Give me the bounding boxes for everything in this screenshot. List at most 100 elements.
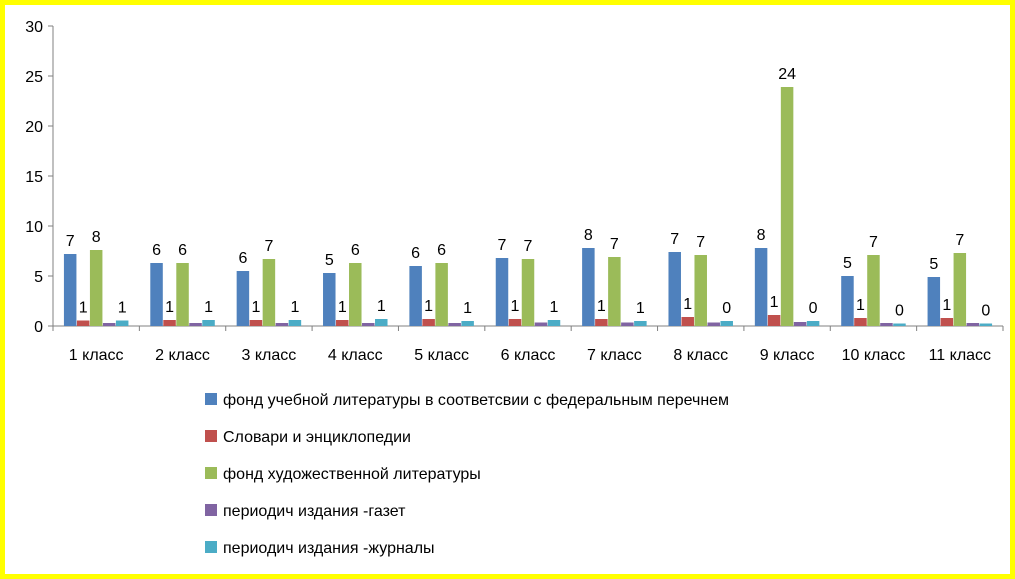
bar-3-8 xyxy=(793,322,807,326)
bar-2-3 xyxy=(349,263,362,326)
bar-4-7 xyxy=(720,321,733,326)
y-tick-label: 0 xyxy=(34,319,43,336)
bar-3-7 xyxy=(707,322,720,326)
data-label: 6 xyxy=(411,245,420,262)
bar-0-8 xyxy=(754,248,768,326)
bar-0-7 xyxy=(668,252,681,326)
data-label: 6 xyxy=(437,242,446,259)
bar-3-1 xyxy=(189,323,202,326)
legend-swatch xyxy=(205,430,217,442)
bar-0-9 xyxy=(841,276,854,326)
data-label: 1 xyxy=(550,299,559,316)
data-label: 1 xyxy=(165,299,174,316)
data-label: 24 xyxy=(778,66,796,83)
x-tick-label: 4 класс xyxy=(328,347,383,364)
bar-1-1 xyxy=(163,320,176,326)
legend-label: фонд учебной литературы в соответсвии с … xyxy=(223,392,729,409)
bar-1-7 xyxy=(681,317,694,326)
data-label: 6 xyxy=(152,242,161,259)
data-label: 1 xyxy=(942,297,951,314)
bar-2-8 xyxy=(780,87,794,326)
data-label: 7 xyxy=(498,237,507,254)
data-label: 7 xyxy=(696,234,705,251)
bar-4-0 xyxy=(115,320,129,326)
data-label: 5 xyxy=(843,255,852,272)
bar-0-10 xyxy=(927,277,941,326)
data-label: 8 xyxy=(584,227,593,244)
x-tick-label: 6 класс xyxy=(501,347,556,364)
data-label: 7 xyxy=(955,232,964,249)
data-label: 1 xyxy=(290,299,299,316)
bar-0-2 xyxy=(236,271,250,326)
data-label: 7 xyxy=(524,238,533,255)
x-tick-label: 3 класс xyxy=(242,347,297,364)
legend-swatch xyxy=(205,541,217,553)
data-label: 1 xyxy=(79,300,88,317)
data-label: 1 xyxy=(424,298,433,315)
y-tick-label: 25 xyxy=(25,69,43,86)
data-label: 5 xyxy=(929,256,938,273)
bar-3-2 xyxy=(275,323,289,326)
bar-1-8 xyxy=(767,315,781,326)
data-label: 8 xyxy=(757,227,766,244)
x-tick-label: 8 класс xyxy=(673,347,728,364)
data-label: 0 xyxy=(895,303,904,320)
data-label: 1 xyxy=(463,300,472,317)
y-tick-label: 10 xyxy=(25,219,43,236)
data-label: 0 xyxy=(722,300,731,317)
bar-4-5 xyxy=(547,320,561,326)
bar-0-1 xyxy=(150,263,163,326)
y-tick-label: 5 xyxy=(34,269,43,286)
data-label: 0 xyxy=(981,303,990,320)
data-label: 1 xyxy=(204,299,213,316)
bar-0-4 xyxy=(409,266,422,326)
x-tick-labels: 1 класс 2 класс 3 класс 4 класс 5 класс 6 кла… xyxy=(69,347,991,364)
x-tick-label: 7 класс xyxy=(587,347,642,364)
bar-0-0 xyxy=(63,254,77,326)
bar-4-6 xyxy=(634,321,647,326)
bar-3-9 xyxy=(880,323,893,326)
legend-label: периодич издания -газет xyxy=(223,503,406,520)
bar-2-5 xyxy=(521,259,535,326)
bar-1-5 xyxy=(508,319,522,326)
bar-2-2 xyxy=(262,259,276,326)
bar-2-6 xyxy=(608,257,621,326)
bar-1-4 xyxy=(422,319,435,326)
bar-3-3 xyxy=(362,323,375,326)
y-tick-label: 15 xyxy=(25,169,43,186)
bar-2-0 xyxy=(89,250,103,326)
x-tick-label: 9 класс xyxy=(760,347,815,364)
bar-1-6 xyxy=(595,319,608,326)
bar-3-4 xyxy=(448,323,461,326)
x-tick-label: 2 класс xyxy=(155,347,210,364)
x-tick-label: 5 класс xyxy=(414,347,469,364)
bar-2-4 xyxy=(435,263,448,326)
data-label: 1 xyxy=(636,300,645,317)
bar-3-0 xyxy=(102,323,116,326)
data-label: 1 xyxy=(770,294,779,311)
legend-label: Словари и энциклопедии xyxy=(223,429,411,446)
legend-label: периодич издания -журналы xyxy=(223,540,435,557)
bar-4-2 xyxy=(288,320,302,326)
bar-3-5 xyxy=(534,322,548,326)
data-label: 1 xyxy=(683,296,692,313)
x-tick-label: 11 класс xyxy=(929,347,991,364)
bar-3-6 xyxy=(621,322,634,326)
legend-swatch xyxy=(205,393,217,405)
bar-2-9 xyxy=(867,255,880,326)
x-tick-label: 10 класс xyxy=(842,347,906,364)
data-label: 1 xyxy=(511,298,520,315)
data-label: 7 xyxy=(869,234,878,251)
legend-label: фонд художественной литературы xyxy=(223,466,481,483)
bar-1-0 xyxy=(76,320,90,326)
data-label: 6 xyxy=(351,242,360,259)
y-tick-label: 20 xyxy=(25,119,43,136)
bar-0-6 xyxy=(582,248,595,326)
bar-0-3 xyxy=(323,273,336,326)
data-label: 6 xyxy=(178,242,187,259)
data-label: 0 xyxy=(809,300,818,317)
legend: фонд учебной литературы в соответсвии с … xyxy=(205,392,729,557)
